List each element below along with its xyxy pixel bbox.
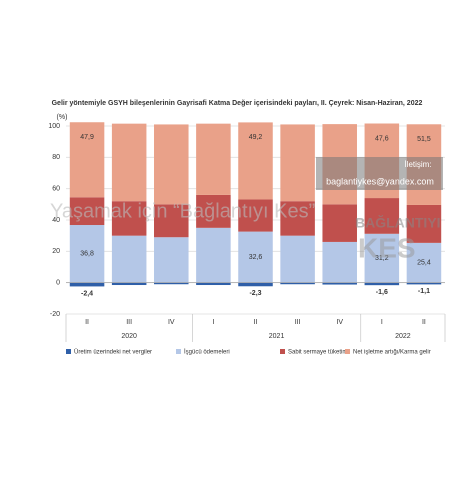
bar-segment — [238, 282, 273, 287]
group-label: 2022 — [395, 333, 411, 340]
bar-segment — [322, 282, 357, 285]
x-tick-label: III — [295, 319, 301, 326]
y-tick-label: 0 — [56, 280, 60, 287]
x-tick-label: II — [422, 319, 426, 326]
bar-segment — [196, 227, 231, 283]
bar-segment — [154, 204, 189, 238]
legend-swatch — [176, 349, 181, 354]
value-label: -2,4 — [81, 290, 93, 297]
legend-label: İşgücü ödemeleri — [184, 349, 230, 356]
value-label: 36,8 — [80, 251, 94, 258]
bar-segment — [196, 194, 231, 228]
value-label: 47,9 — [80, 134, 94, 141]
bar-segment — [406, 282, 442, 285]
bar-segment — [280, 282, 315, 285]
y-tick-label: -20 — [50, 311, 60, 318]
watermark: Yaşamak için “Bağlantıyı Kes” — [50, 200, 315, 222]
y-axis-label: (%) — [57, 114, 68, 121]
bar-segment — [280, 201, 315, 236]
legend-swatch — [66, 349, 71, 354]
bar-segment — [111, 282, 147, 286]
chart-title: Gelir yöntemiyle GSYH bileşenlerinin Gay… — [52, 100, 423, 107]
legend-swatch — [280, 349, 285, 354]
watermark: İletişim: — [404, 160, 431, 169]
value-label: 47,6 — [375, 135, 389, 142]
y-tick-label: 40 — [52, 217, 60, 224]
bar-segment — [154, 237, 189, 283]
bar-segment — [280, 124, 315, 202]
value-label: 51,5 — [417, 136, 431, 143]
bar-segment — [111, 201, 147, 236]
watermark: baglantiykes@yandex.com — [326, 176, 434, 186]
bar-segment — [154, 124, 189, 205]
group-label: 2020 — [121, 333, 137, 340]
watermark-box — [316, 157, 443, 190]
bar-segment — [238, 199, 273, 232]
bar-segment — [69, 282, 105, 287]
watermark: BAĞLANTIYI — [355, 214, 441, 231]
bar-segment — [238, 231, 273, 283]
value-label: 49,2 — [249, 134, 263, 141]
bar-segment — [69, 122, 105, 198]
value-label: -1,6 — [376, 289, 388, 296]
legend-label: Üretim üzerindeki net vergiler — [74, 349, 152, 356]
x-tick-label: II — [254, 319, 258, 326]
bar-segment — [154, 282, 189, 285]
bar-segment — [111, 235, 147, 283]
value-label: 32,6 — [249, 254, 263, 261]
bar-segment — [69, 225, 105, 283]
value-label: -2,3 — [249, 290, 261, 297]
bar-segment — [364, 282, 400, 286]
bar-segment — [322, 241, 357, 283]
legend-swatch — [345, 349, 350, 354]
x-tick-label: III — [126, 319, 132, 326]
bar-segment — [364, 198, 400, 234]
value-label: 25,4 — [417, 260, 431, 267]
bar-segment — [196, 123, 231, 195]
group-label: 2021 — [269, 333, 285, 340]
bar-segment — [322, 204, 357, 242]
watermark: KES — [358, 232, 416, 263]
bar-segment — [406, 204, 442, 243]
x-tick-label: I — [212, 319, 214, 326]
bar-segment — [111, 123, 147, 202]
legend-label: Sabit sermaye tüketimi — [288, 350, 349, 356]
legend-label: Net işletme artığı/Karma gelir — [353, 350, 431, 356]
value-label: 31,2 — [375, 255, 389, 262]
bar-segment — [69, 197, 105, 226]
bar-segment — [364, 233, 400, 283]
value-label: -1,1 — [418, 288, 430, 295]
bar-segment — [196, 282, 231, 286]
bar-segment — [280, 235, 315, 283]
bar-segment — [238, 122, 273, 200]
x-tick-label: I — [381, 319, 383, 326]
y-tick-label: 20 — [52, 248, 60, 255]
x-tick-label: IV — [336, 319, 343, 326]
bar-segment — [406, 242, 442, 283]
y-tick-label: 60 — [52, 186, 60, 193]
x-tick-label: IV — [168, 319, 175, 326]
x-tick-label: II — [85, 319, 89, 326]
y-tick-label: 80 — [52, 154, 60, 161]
y-tick-label: 100 — [48, 123, 60, 130]
